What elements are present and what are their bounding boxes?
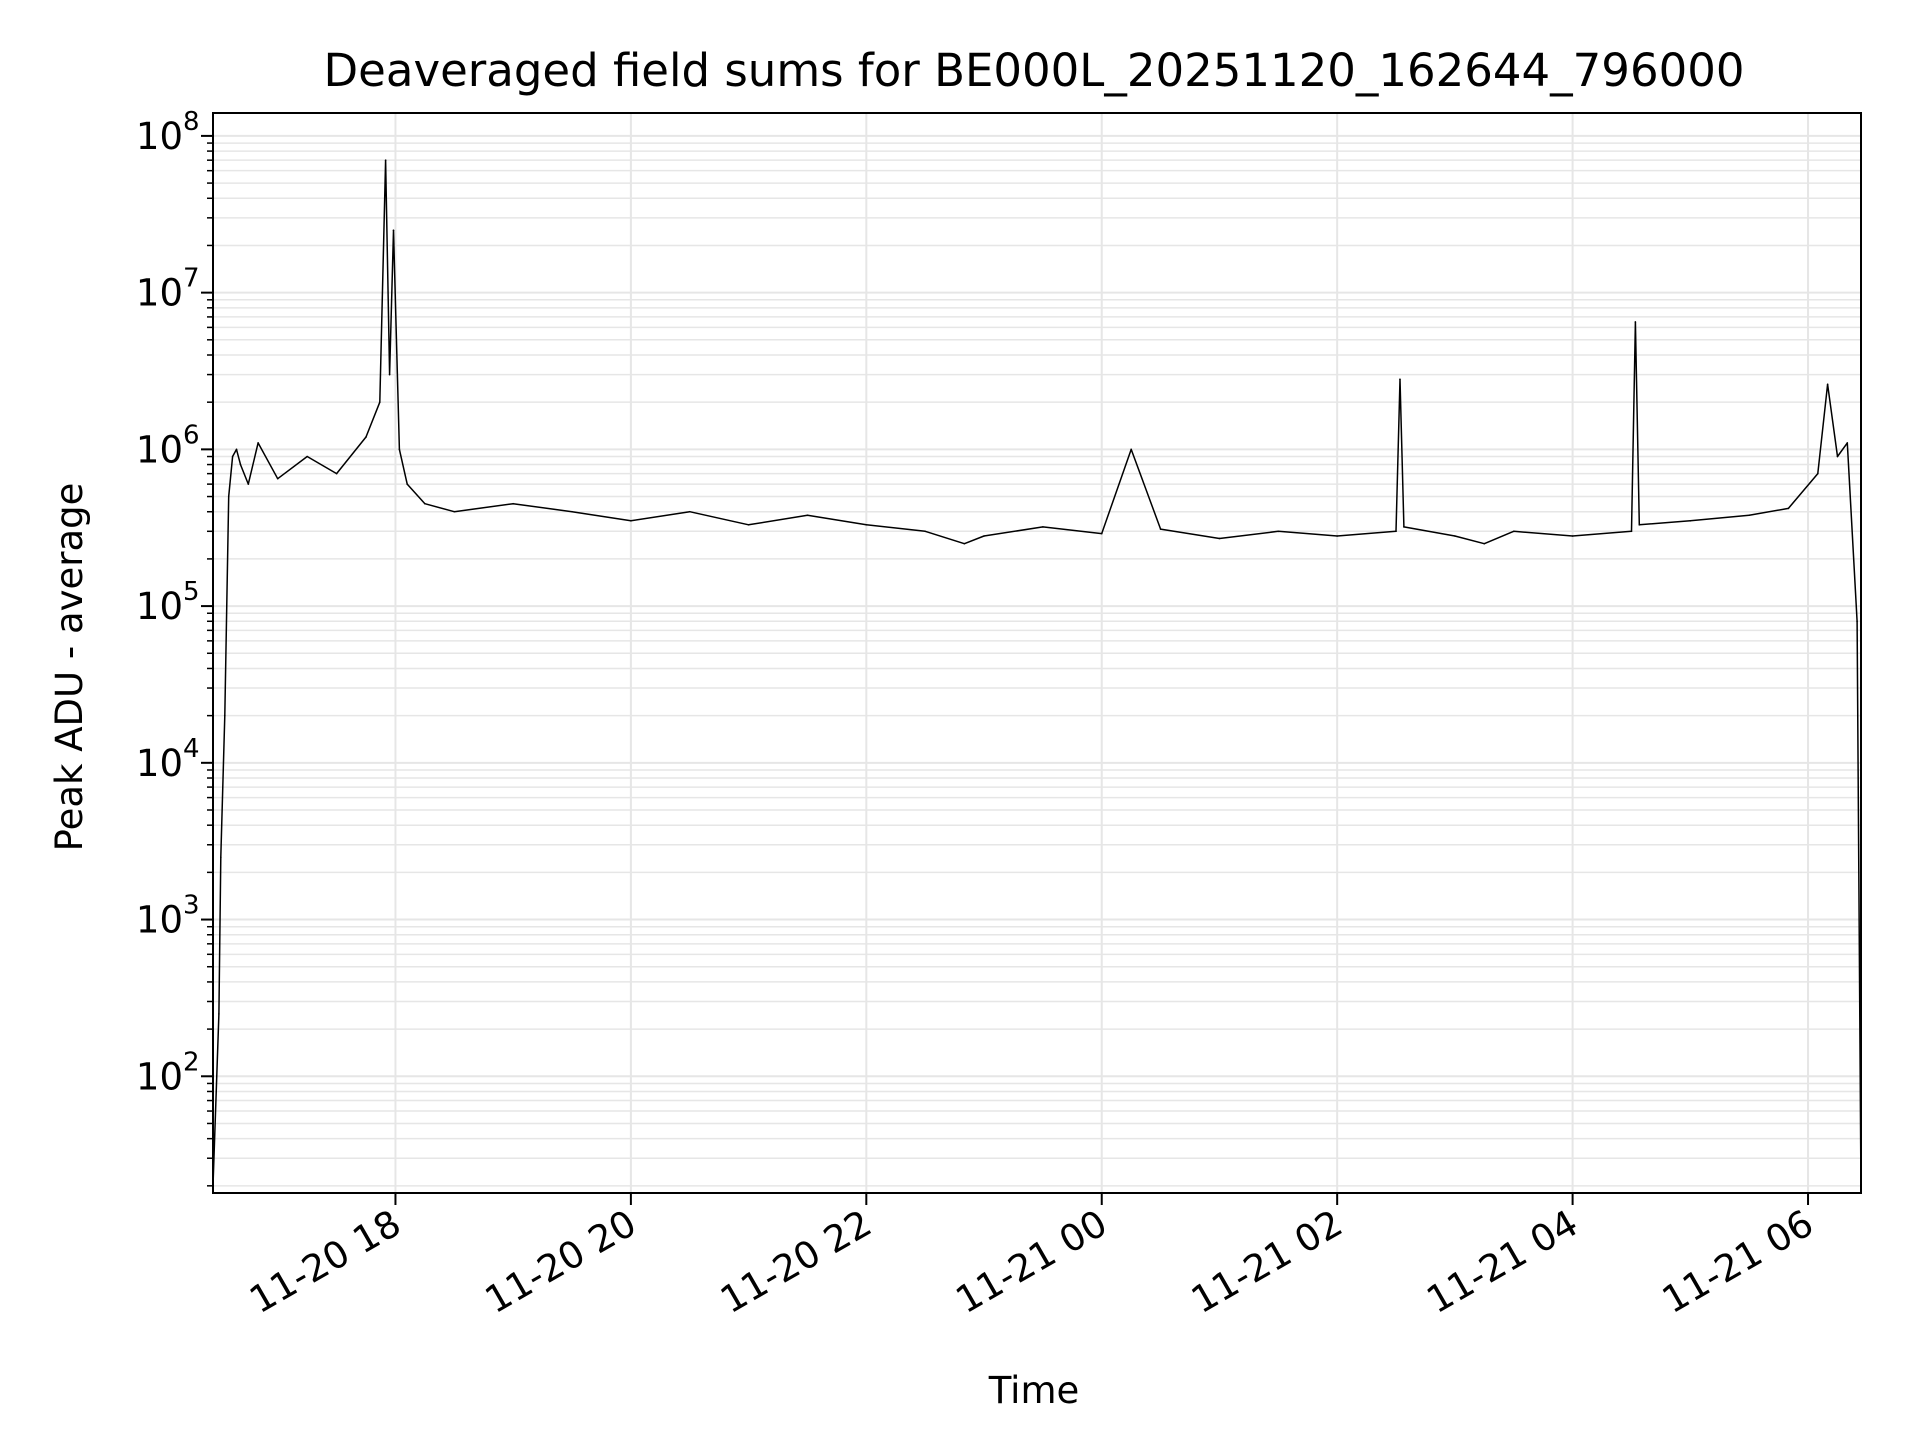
data-point <box>963 542 966 545</box>
data-point <box>865 524 868 526</box>
data-point <box>231 455 234 458</box>
data-point <box>1100 532 1103 535</box>
y-tick-exponent: 4 <box>183 734 200 764</box>
data-point <box>1218 537 1221 540</box>
y-axis-label: Peak ADU - average <box>48 483 91 852</box>
data-point <box>218 1013 220 1015</box>
data-point <box>406 483 409 485</box>
data-point <box>335 472 338 475</box>
y-tick-exponent: 8 <box>183 107 200 137</box>
data-point <box>806 514 809 517</box>
data-point <box>1336 535 1338 537</box>
data-point <box>512 502 514 505</box>
y-tick-label: 10 <box>136 272 183 315</box>
x-tick-label: 11-21 04 <box>1420 1202 1586 1322</box>
y-tick-exponent: 5 <box>183 577 200 607</box>
y-tick-label: 10 <box>136 115 183 158</box>
data-point <box>398 448 401 451</box>
data-point <box>571 510 573 513</box>
data-point <box>1571 535 1574 537</box>
data-point <box>365 436 367 438</box>
data-point <box>1483 542 1486 545</box>
data-point <box>227 495 230 498</box>
data-point <box>630 520 632 522</box>
data-point <box>1826 383 1829 386</box>
y-tick-exponent: 6 <box>183 420 200 450</box>
x-tick-label: 11-21 02 <box>1184 1202 1350 1322</box>
data-point <box>1689 520 1692 522</box>
data-point <box>1399 378 1401 381</box>
data-point <box>1454 535 1456 537</box>
data-point <box>1836 455 1839 458</box>
data-point <box>1630 530 1633 533</box>
chart-title: Deaveraged field sums for BE000L_2025112… <box>324 44 1745 97</box>
x-tick-label: 11-20 20 <box>478 1202 644 1322</box>
data-point <box>1403 526 1405 528</box>
y-tick-label: 10 <box>136 742 183 785</box>
x-tick-label: 11-20 18 <box>242 1202 408 1322</box>
data-point <box>235 448 238 451</box>
data-point <box>1638 524 1641 526</box>
data-point <box>1634 321 1637 323</box>
series-line <box>212 159 1862 1194</box>
data-point <box>1846 442 1849 444</box>
data-point <box>1130 448 1132 451</box>
data-series <box>212 159 1862 1194</box>
x-axis-label: Time <box>988 1369 1080 1412</box>
data-point <box>453 510 456 513</box>
data-point <box>220 856 222 858</box>
data-point <box>392 229 395 232</box>
data-point <box>1512 530 1515 533</box>
data-point <box>1277 530 1280 533</box>
data-point <box>378 401 381 403</box>
data-point <box>1748 514 1750 517</box>
data-point <box>1159 528 1162 530</box>
data-point <box>257 442 259 444</box>
data-point <box>239 463 242 466</box>
x-tick-label: 11-20 22 <box>713 1202 879 1322</box>
data-point <box>1395 530 1397 533</box>
data-point <box>1856 620 1858 623</box>
data-point <box>1817 472 1819 475</box>
data-point <box>247 483 250 485</box>
data-point <box>688 510 691 513</box>
y-tick-exponent: 3 <box>183 891 200 921</box>
data-point <box>388 373 391 376</box>
y-tick-label: 10 <box>136 585 183 628</box>
data-point <box>276 477 279 480</box>
data-point <box>223 714 226 717</box>
y-tick-exponent: 7 <box>183 264 200 294</box>
y-tick-label: 10 <box>136 1055 183 1098</box>
x-tick-label: 11-21 06 <box>1655 1202 1821 1322</box>
x-tick-label: 11-21 00 <box>949 1202 1115 1322</box>
data-point <box>983 535 985 537</box>
data-point <box>306 455 308 458</box>
data-point <box>1787 507 1790 510</box>
y-tick-label: 10 <box>136 899 183 942</box>
y-tick-label: 10 <box>136 428 183 471</box>
data-point <box>1042 526 1044 528</box>
y-tick-exponent: 2 <box>183 1047 200 1077</box>
data-point <box>747 524 750 526</box>
grid <box>213 113 1861 1193</box>
data-point <box>424 502 426 505</box>
data-point <box>384 159 387 161</box>
data-point <box>924 530 926 533</box>
